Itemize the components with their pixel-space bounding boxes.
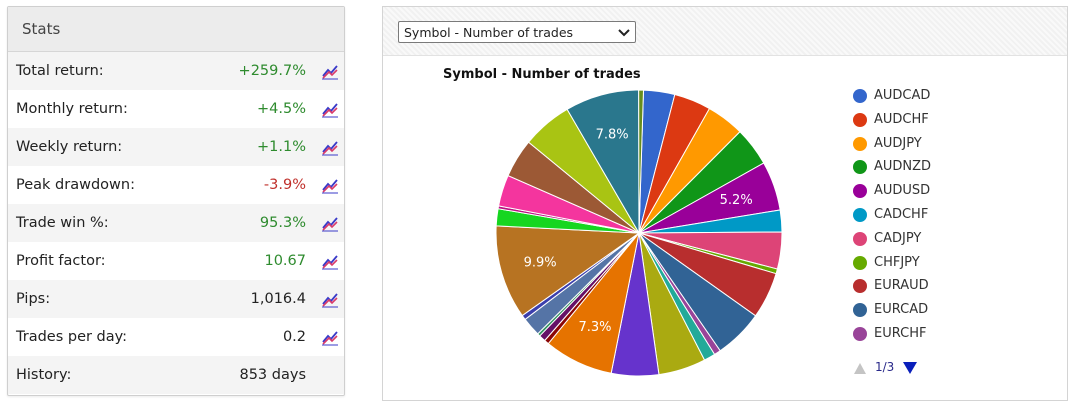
chevron-down-icon [618, 29, 630, 37]
legend-swatch [853, 160, 867, 175]
stats-row-value: +4.5% [257, 101, 306, 117]
stats-row-value: 95.3% [259, 215, 306, 231]
stats-row-value: 853 days [239, 367, 306, 383]
legend-swatch [853, 184, 867, 199]
stats-row: History: 853 days [8, 356, 344, 394]
stats-row: Weekly return: +1.1% [8, 128, 344, 166]
triangle-down-icon[interactable] [903, 361, 917, 375]
stats-row-label: Profit factor: [16, 253, 106, 269]
stats-row-label: Total return: [16, 63, 104, 79]
legend-swatch [853, 89, 867, 103]
pie-chart: 5.2% 7.3% 9.9% 7.8% [495, 89, 783, 377]
legend-label: EURCHF [874, 325, 927, 341]
stats-row: Monthly return: +4.5% [8, 90, 344, 128]
stats-row-value: 0.2 [282, 329, 306, 345]
chart-panel: Symbol - Number of trades 5.2% 7.3% 9.9% 7.… [382, 6, 1068, 401]
legend-swatch [853, 136, 867, 151]
pie-slice[interactable] [638, 89, 645, 234]
stats-row: Pips: 1,016.4 [8, 280, 344, 318]
legend-swatch [853, 255, 867, 270]
legend-swatch [853, 231, 867, 246]
stats-row: Trade win %: 95.3% [8, 204, 344, 242]
stats-row-label: Monthly return: [16, 101, 128, 117]
stats-row-label: Trades per day: [16, 329, 128, 345]
stats-row: Profit factor: 10.67 [8, 242, 344, 280]
stats-title: Stats [8, 7, 344, 52]
stats-row-label: Pips: [16, 291, 51, 307]
chart-toolbar: Symbol - Number of trades [383, 7, 1067, 56]
legend-label: AUDCAD [874, 88, 931, 103]
stats-list: Total return: +259.7% Monthly return: +4.5%… [8, 52, 344, 394]
trend-chart-icon[interactable] [320, 137, 340, 157]
stats-row-value: +1.1% [257, 139, 306, 155]
legend-label: AUDNZD [874, 159, 932, 175]
legend-label: EURAUD [874, 278, 929, 294]
chart-type-select[interactable]: Symbol - Number of trades [398, 21, 636, 43]
stats-panel: Stats Total return: +259.7% Monthly return… [7, 6, 345, 396]
stats-row-value: 1,016.4 [250, 291, 306, 307]
chart-type-select-value: Symbol - Number of trades [404, 25, 574, 40]
pie-slice-label: 5.2% [720, 193, 753, 208]
stats-row: Total return: +259.7% [8, 52, 344, 90]
chart-title: Symbol - Number of trades [443, 67, 641, 82]
legend-label: EURCAD [874, 302, 929, 318]
stats-row-label: Trade win %: [16, 215, 109, 231]
stats-row-value: +259.7% [238, 63, 306, 79]
trend-chart-icon[interactable] [320, 99, 340, 119]
triangle-up-icon[interactable] [853, 361, 867, 375]
legend-swatch [853, 112, 867, 127]
trend-chart-icon[interactable] [320, 327, 340, 347]
pie-slice-label: 7.8% [596, 128, 629, 143]
legend-label: CADCHF [874, 206, 929, 222]
trend-chart-icon[interactable] [320, 289, 340, 309]
trend-chart-icon[interactable] [320, 61, 340, 81]
legend-swatch [853, 303, 867, 318]
pie-slice[interactable] [495, 225, 641, 317]
legend-swatch [853, 207, 867, 222]
pie-slice-label: 7.3% [579, 320, 612, 335]
legend-label: AUDUSD [874, 183, 931, 199]
stats-row: Trades per day: 0.2 [8, 318, 344, 356]
pager-text: 1/3 [875, 360, 895, 374]
stats-row-label: Weekly return: [16, 139, 123, 155]
stats-row-label: Peak drawdown: [16, 177, 135, 193]
legend-swatch [853, 279, 867, 294]
legend-label: AUDJPY [874, 135, 922, 151]
legend-label: CADJPY [874, 230, 922, 246]
trend-chart-icon[interactable] [320, 213, 340, 233]
pie-slice-label: 9.9% [524, 256, 557, 271]
stats-row-value: -3.9% [263, 177, 306, 193]
stats-row-value: 10.67 [264, 253, 306, 269]
trend-chart-icon[interactable] [320, 251, 340, 271]
legend-swatch [853, 326, 867, 341]
legend-label: AUDCHF [874, 111, 929, 127]
trend-chart-icon[interactable] [320, 175, 340, 195]
stats-row-label: History: [16, 367, 72, 383]
legend-label: CHFJPY [874, 254, 920, 270]
stats-row: Peak drawdown: -3.9% [8, 166, 344, 204]
